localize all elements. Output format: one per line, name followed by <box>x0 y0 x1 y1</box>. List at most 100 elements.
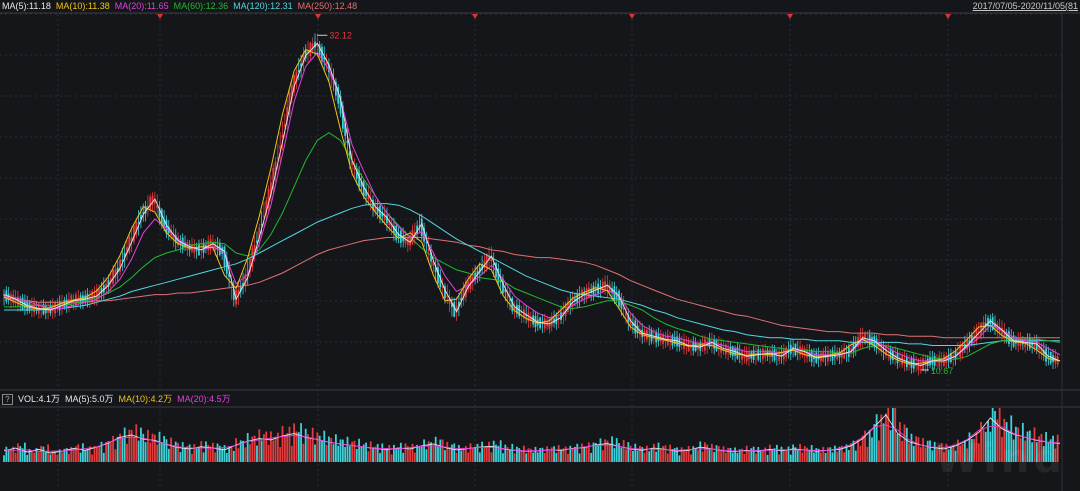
volume-bar <box>536 452 539 462</box>
volume-bar <box>223 445 226 462</box>
volume-bar <box>555 452 558 462</box>
candle-down <box>495 262 497 277</box>
candle-up <box>274 161 277 175</box>
volume-bar <box>611 436 613 462</box>
candle-up <box>383 212 386 221</box>
candle-up <box>548 317 551 329</box>
volume-bar <box>93 445 96 462</box>
volume-bar <box>924 447 927 462</box>
candle-up <box>894 355 897 359</box>
volume-bar <box>367 451 370 462</box>
volume-bar <box>107 441 110 462</box>
volume-bar <box>778 454 781 462</box>
volume-bar <box>295 431 298 462</box>
volume-bar <box>283 435 286 462</box>
candle-down <box>437 267 439 284</box>
volume-bar <box>379 453 381 462</box>
volume-bar <box>650 448 653 462</box>
volume-bar <box>323 430 326 462</box>
candle-up <box>209 239 212 250</box>
candle-up <box>70 295 73 308</box>
candle-down <box>140 214 142 220</box>
volume-bar <box>1045 431 1047 462</box>
volume-bar <box>564 446 567 462</box>
volume-bar <box>750 448 753 462</box>
candle-down <box>242 283 244 286</box>
candle-up <box>722 348 725 350</box>
volume-bar <box>355 449 358 462</box>
volume-bar <box>516 446 518 462</box>
candle-up <box>629 318 632 326</box>
candle-down <box>181 237 184 250</box>
volume-bar <box>372 447 374 462</box>
candle-down <box>875 338 878 349</box>
ma10-label: MA(10):11.38 <box>55 1 110 11</box>
candle-up <box>982 322 985 332</box>
volume-bar <box>692 446 695 462</box>
volume-bar <box>917 437 920 462</box>
volume-bar <box>409 449 412 462</box>
candle-up <box>513 305 516 310</box>
volume-bar <box>755 453 757 462</box>
volume-bar <box>170 437 173 462</box>
candle-up <box>114 269 117 278</box>
candle-up <box>98 289 101 297</box>
volume-bar <box>613 448 616 462</box>
volume-bar <box>386 448 388 462</box>
volume-bar <box>599 438 602 462</box>
volume-bar <box>1010 415 1013 462</box>
candle-up <box>706 341 709 346</box>
candle-up <box>153 199 156 204</box>
candle-down <box>991 317 994 330</box>
volume-bar <box>980 421 982 462</box>
volume-bar <box>130 429 133 462</box>
volume-bar <box>365 442 367 462</box>
candle-up <box>251 248 254 267</box>
volume-bar <box>583 446 586 462</box>
candle-down <box>676 336 678 347</box>
volume-bar <box>539 448 542 462</box>
volume-bar <box>625 449 627 462</box>
candle-up <box>112 269 114 284</box>
candle-down <box>346 140 349 144</box>
volume-bar <box>1017 427 1020 462</box>
candle-down <box>360 181 363 187</box>
volume-bar <box>622 439 625 462</box>
date-range[interactable]: 2017/07/05-2020/11/05(81 <box>972 1 1078 11</box>
candle-down <box>634 320 637 334</box>
candle-down <box>553 318 555 324</box>
volume-bar <box>933 441 936 462</box>
volume-bar <box>1026 431 1029 462</box>
volume-bar <box>116 436 119 462</box>
volume-bar <box>597 444 600 462</box>
volume-bar <box>205 441 207 462</box>
volume-bar <box>260 440 263 462</box>
candle-up <box>564 303 567 317</box>
volume-bar <box>868 429 871 462</box>
candle-down <box>476 270 479 276</box>
candle-down <box>499 280 502 282</box>
candle-up <box>309 42 312 57</box>
volume-bar <box>643 452 646 462</box>
candle-up <box>214 241 217 251</box>
volume-bar <box>427 441 430 462</box>
volume-bar <box>444 450 446 462</box>
volume-bar <box>172 445 175 462</box>
candle-down <box>620 298 623 309</box>
volume-bar <box>768 444 771 462</box>
candle-down <box>21 297 24 310</box>
event-marker-icon <box>315 14 321 19</box>
candle-down <box>425 241 428 243</box>
candle-up <box>506 292 509 299</box>
volume-bar <box>522 445 525 462</box>
volume-bar <box>987 420 989 462</box>
candle-down <box>994 323 996 328</box>
volume-bar <box>441 439 444 462</box>
volume-bar <box>30 450 33 462</box>
candle-down <box>300 63 302 67</box>
volume-bar <box>882 423 885 462</box>
volume-bar <box>715 445 718 462</box>
candle-down <box>123 252 126 258</box>
help-icon[interactable]: ? <box>2 394 13 405</box>
